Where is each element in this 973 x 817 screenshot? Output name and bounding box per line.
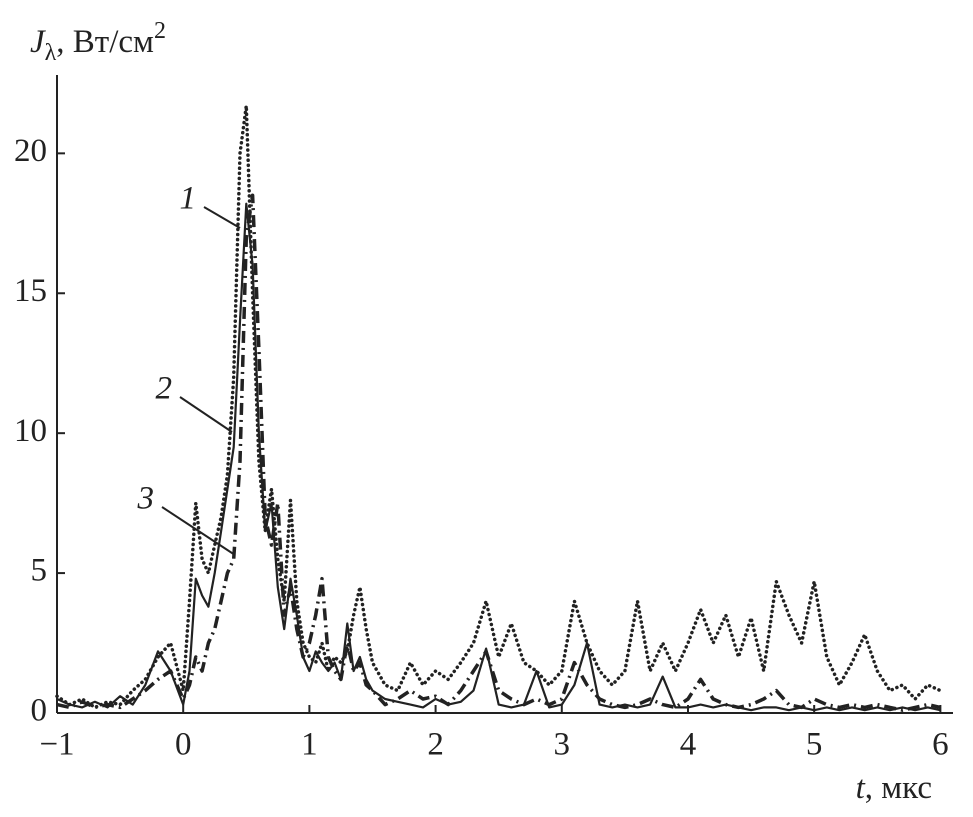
leader-line [161, 506, 236, 556]
y-unit: , Вт/см [56, 24, 154, 60]
y-tick-label: 20 [14, 133, 47, 169]
x-symbol: t [856, 770, 866, 806]
y-tick-label: 15 [14, 273, 47, 309]
x-axis-label: t, мкс [856, 770, 932, 806]
x-tick-label: 2 [427, 727, 444, 763]
x-tick-label: 1 [301, 727, 318, 763]
series-line [56, 202, 941, 712]
x-tick-label: 4 [680, 727, 697, 763]
y-tick-label: 5 [31, 553, 48, 589]
series-label: 1 [180, 181, 197, 217]
y-tick-label: 10 [14, 413, 47, 449]
leader-line [179, 396, 233, 433]
series-line [56, 193, 941, 712]
y-symbol: J [30, 24, 46, 60]
x-tick-label: −1 [39, 727, 74, 763]
x-tick-label: 5 [806, 727, 823, 763]
x-tick-label: 0 [175, 727, 192, 763]
series-line [55, 104, 943, 710]
y-axis-label: Jλ, Вт/см2 [30, 18, 166, 66]
series-label: 2 [156, 371, 173, 407]
x-tick-label: 3 [554, 727, 571, 763]
y-superscript: 2 [154, 18, 166, 44]
y-tick-label: 0 [31, 693, 48, 729]
series-label: 3 [137, 481, 155, 517]
x-tick-label: 6 [932, 727, 949, 763]
y-subscript: λ [45, 40, 57, 66]
x-unit: , мкс [865, 770, 932, 806]
leader-line [203, 206, 241, 229]
